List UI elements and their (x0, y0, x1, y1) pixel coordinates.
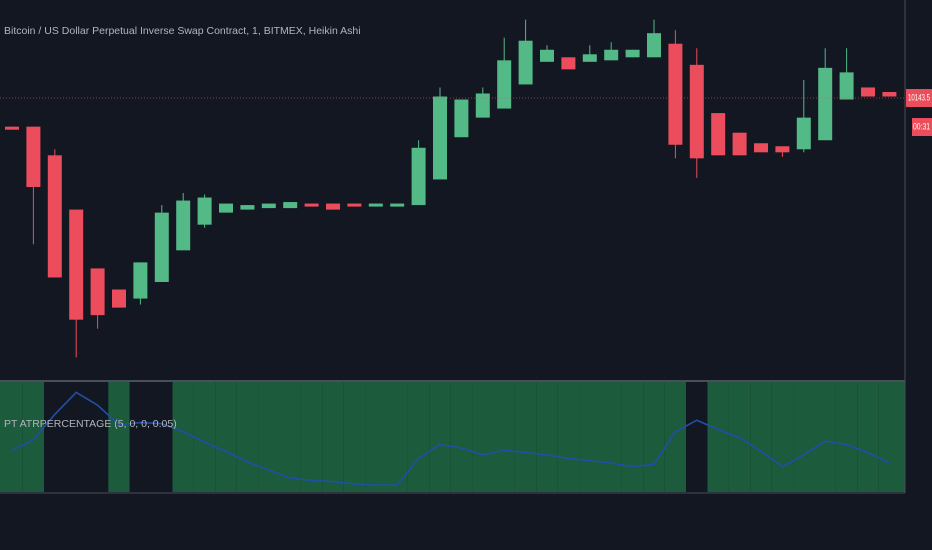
candle-body (625, 49, 640, 58)
background-band (65, 382, 87, 492)
background-band (0, 382, 23, 492)
candle-body (540, 49, 554, 62)
candle-body (47, 155, 62, 278)
background-band (835, 382, 858, 492)
candle-body (90, 268, 105, 316)
background-band (258, 382, 280, 492)
candle-body (497, 60, 512, 109)
background-band (193, 382, 216, 492)
candle-body (454, 99, 469, 138)
candle-body (433, 96, 447, 180)
background-band (557, 382, 580, 492)
candle-body (732, 132, 747, 156)
background-band (579, 382, 601, 492)
candle-body (176, 200, 191, 251)
candle-body (197, 197, 212, 225)
candle-body (240, 205, 255, 210)
background-band (707, 382, 729, 492)
candle-body (411, 147, 426, 206)
background-band (322, 382, 344, 492)
candle-body (647, 33, 661, 58)
background-band (857, 382, 879, 492)
candle-body (304, 203, 319, 207)
background-band (621, 382, 644, 492)
candle-body (818, 67, 833, 141)
candle-body (326, 203, 340, 210)
candle-body (261, 203, 276, 209)
candle-body (711, 113, 726, 156)
background-band (215, 382, 237, 492)
candle-body (5, 126, 19, 130)
background-band (151, 382, 173, 492)
background-band (450, 382, 473, 492)
candle-body (112, 289, 126, 308)
countdown-label: 00:31 (913, 121, 930, 131)
candle-body (882, 91, 897, 97)
candle-body (390, 203, 405, 207)
candle-body (518, 40, 533, 85)
background-band (793, 382, 815, 492)
candle-body (26, 126, 41, 187)
background-band (22, 382, 45, 492)
background-band (600, 382, 622, 492)
candle-body (154, 212, 169, 282)
background-band (771, 382, 794, 492)
background-band (514, 382, 537, 492)
background-band (343, 382, 366, 492)
candle-body (133, 262, 148, 299)
background-band (365, 382, 387, 492)
candle-body (689, 64, 704, 159)
last-price-box (906, 89, 932, 108)
background-band (643, 382, 665, 492)
candle-body (604, 49, 619, 61)
candle-body (368, 203, 383, 207)
background-band (407, 382, 430, 492)
background-band (750, 382, 772, 492)
background-band (686, 382, 708, 492)
background-band (386, 382, 408, 492)
candle-body (796, 117, 811, 150)
background-band (172, 382, 194, 492)
indicator-title: PT ATRPERCENTAGE (5, 0, 0, 0.05) (4, 418, 177, 430)
background-band (44, 382, 66, 492)
background-band (493, 382, 515, 492)
candle-body (754, 143, 768, 153)
candle-body (839, 72, 854, 100)
candle-body (582, 54, 597, 62)
countdown-box (912, 118, 932, 137)
candle-body (561, 57, 576, 70)
candle-body (69, 209, 84, 320)
background-band (108, 382, 130, 492)
background-band (86, 382, 109, 492)
background-band (129, 382, 152, 492)
background-band (300, 382, 323, 492)
last-price-label: 10143.5 (908, 93, 930, 104)
candle-body (861, 87, 875, 97)
candle-body (668, 43, 683, 145)
background-band (279, 382, 301, 492)
candle-body (347, 203, 362, 207)
candle-body (219, 203, 233, 213)
background-band (429, 382, 451, 492)
chart-title: Bitcoin / US Dollar Perpetual Inverse Sw… (4, 25, 361, 37)
candle-body (775, 146, 790, 153)
indicator-line (11, 391, 890, 486)
candle-body (475, 93, 490, 118)
background-band (236, 382, 259, 492)
background-band (664, 382, 687, 492)
background-band (814, 382, 836, 492)
background-band (536, 382, 558, 492)
background-band (878, 382, 905, 492)
background-band (472, 382, 494, 492)
candle-body (283, 202, 298, 209)
